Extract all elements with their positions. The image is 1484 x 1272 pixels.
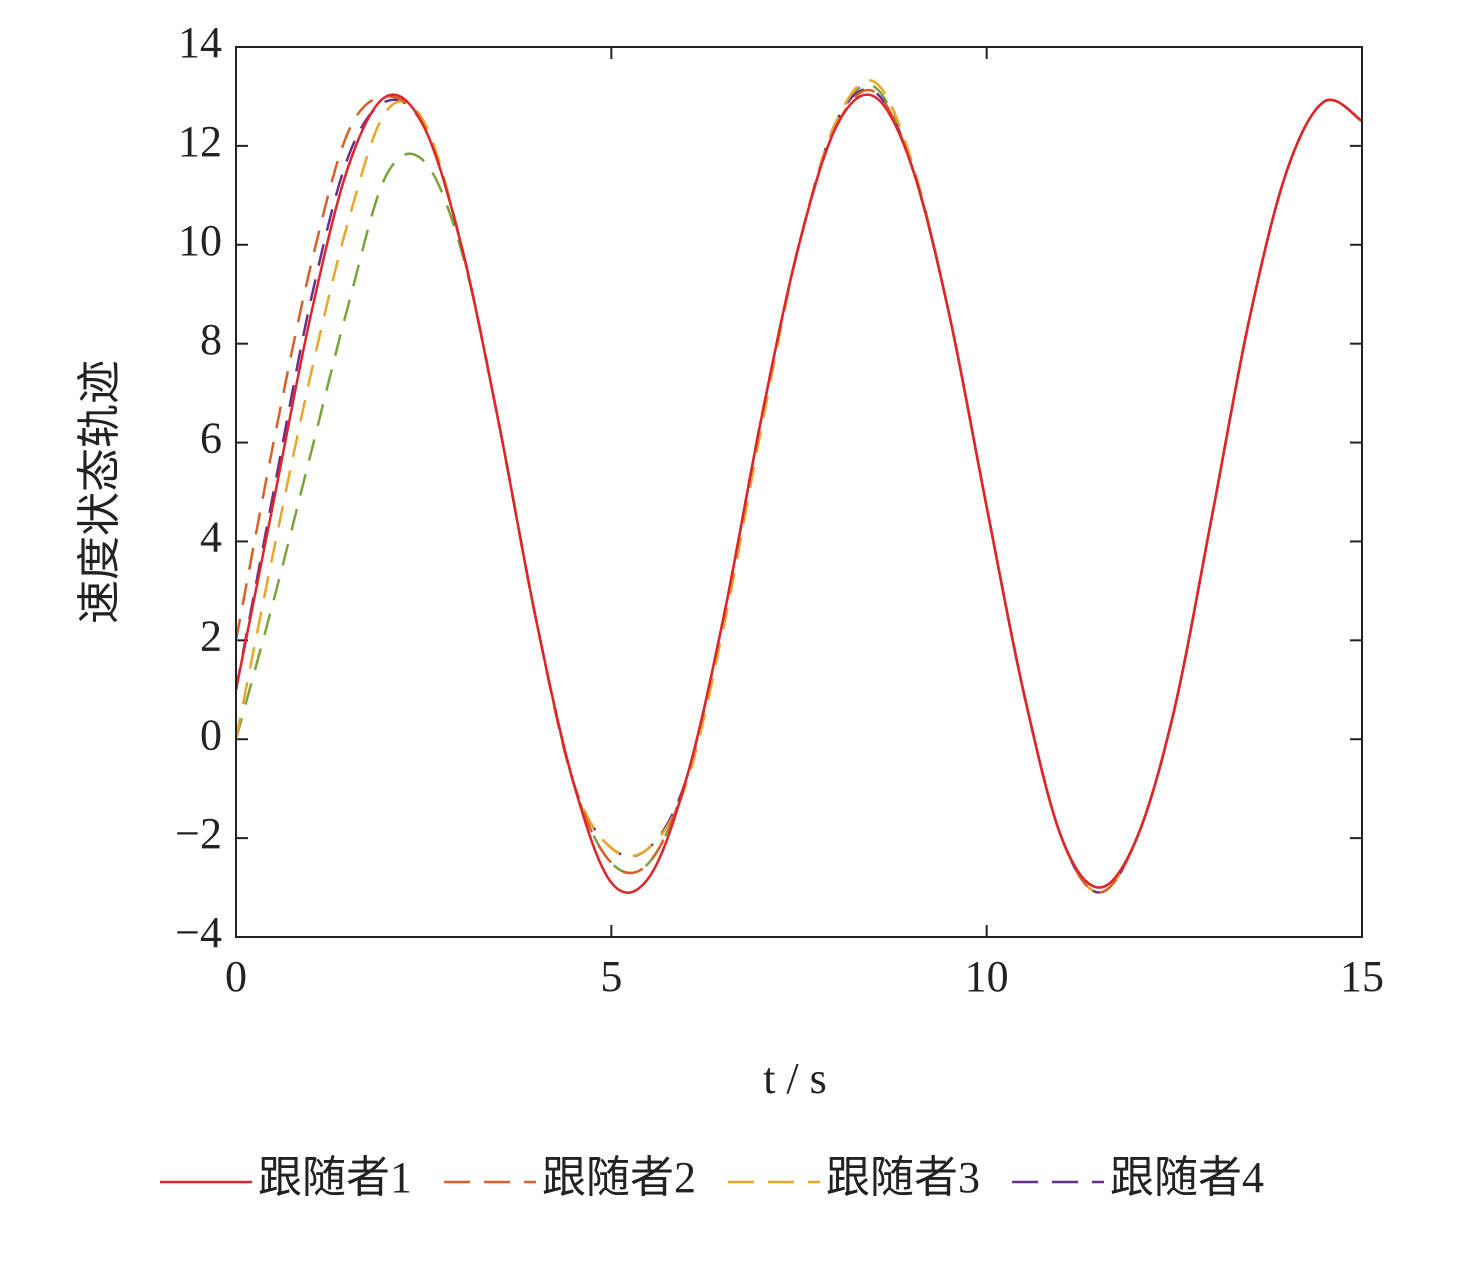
series-line [236, 83, 1362, 889]
series-line [236, 88, 1362, 894]
y-tick-label: 14 [178, 18, 222, 67]
y-tick-label: −4 [175, 908, 222, 957]
legend-label: 跟随者3 [826, 1153, 980, 1202]
y-tick-label: 12 [178, 117, 222, 166]
y-tick-label: 8 [200, 315, 222, 364]
x-tick-label: 0 [225, 952, 247, 1001]
y-tick-label: 10 [178, 216, 222, 265]
series-line [236, 79, 1362, 894]
legend-label: 跟随者2 [542, 1153, 696, 1202]
y-tick-label: 0 [200, 710, 222, 759]
y-tick-label: 6 [200, 414, 222, 463]
x-tick-label: 5 [600, 952, 622, 1001]
x-tick-label: 15 [1340, 952, 1384, 1001]
y-tick-label: 2 [200, 611, 222, 660]
x-tick-label: 10 [965, 952, 1009, 1001]
y-tick-label: −2 [175, 809, 222, 858]
legend-label: 跟随者4 [1110, 1153, 1264, 1202]
series-line [236, 93, 1362, 894]
series-line [236, 88, 1362, 894]
plot-frame [235, 46, 1363, 938]
y-tick-label: 4 [200, 513, 222, 562]
y-axis-label: 速度状态轨迹 [75, 360, 124, 624]
legend-label: 跟随者1 [258, 1153, 412, 1202]
x-axis-label: t / s [763, 1054, 827, 1103]
